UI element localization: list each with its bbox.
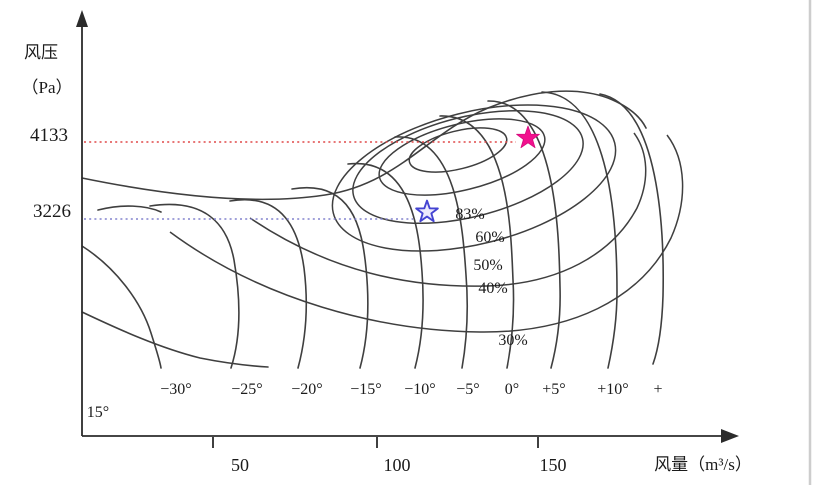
angle-label-minus-20: −20° [291, 381, 322, 398]
efficiency-contour-50 [331, 104, 617, 252]
angle-label-minus-15: −15° [350, 381, 381, 398]
performance-envelope-curve [81, 90, 647, 201]
lower-left-boundary-curve [81, 311, 269, 368]
angle-label-minus-10: −10° [404, 381, 435, 398]
efficiency-label-40: 40% [478, 280, 507, 297]
angle-label-plus-5: +5° [542, 381, 565, 398]
efficiency-label-30: 30% [498, 332, 527, 349]
y-value-3226: 3226 [33, 201, 71, 222]
curve-plus-15 [599, 93, 665, 365]
x-tick-label-150: 150 [540, 455, 567, 475]
efficiency-contour-40 [249, 132, 647, 287]
angle-label-minus-25: −25° [231, 381, 262, 398]
curve-plus-5 [487, 100, 561, 369]
curve-minus-5 [394, 136, 469, 369]
angle-label-plus-10: +10° [597, 381, 628, 398]
design-point-magenta-star [516, 125, 540, 149]
y-value-4133: 4133 [30, 125, 68, 146]
y-axis-title-line1: 风压 [24, 43, 58, 62]
efficiency-contour-30 [169, 134, 684, 333]
angle-label-15-overflow: 15° [87, 404, 109, 421]
curve-minus-25 [149, 203, 240, 369]
angle-label-minus-30: −30° [160, 381, 191, 398]
x-tick-label-50: 50 [231, 455, 249, 475]
stall-hump-minus-30 [97, 205, 162, 213]
x-tick-label-100: 100 [384, 455, 411, 475]
y-axis-title-line2: （Pa） [22, 78, 73, 97]
curve-minus-20 [229, 198, 308, 369]
efficiency-label-83: 83% [455, 206, 484, 223]
x-axis-arrow [721, 429, 739, 443]
operating-point-blue-star [415, 199, 439, 223]
efficiency-label-50: 50% [473, 257, 502, 274]
angle-label-minus-5: −5° [456, 381, 479, 398]
angle-label-plus-sign: + [653, 381, 662, 398]
curve-minus-15 [291, 186, 369, 369]
angle-label-0: 0° [505, 381, 519, 398]
curve-plus-10 [541, 91, 618, 369]
efficiency-contour-inner [408, 127, 508, 173]
curve-0 [439, 115, 515, 369]
x-axis-title: 风量（m³/s） [654, 455, 752, 474]
y-axis-arrow [76, 10, 88, 27]
curve-minus-30 [81, 245, 162, 369]
curve-minus-10 [347, 162, 424, 369]
efficiency-label-60: 60% [475, 229, 504, 246]
